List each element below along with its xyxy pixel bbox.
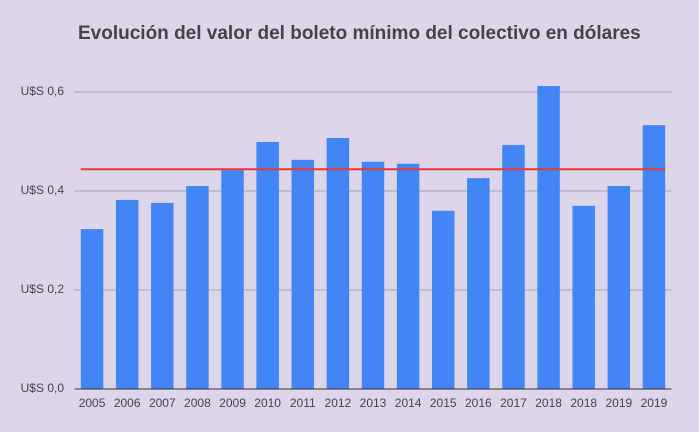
y-tick-label: U$S 0,4 <box>21 183 65 197</box>
x-tick-label: 2014 <box>395 396 422 410</box>
x-tick-label: 2013 <box>360 396 387 410</box>
x-tick-label: 2019 <box>605 396 632 410</box>
bar <box>80 229 104 389</box>
chart-title: Evolución del valor del boleto mínimo de… <box>78 23 641 44</box>
x-tick-label: 2012 <box>325 396 352 410</box>
x-tick-label: 2011 <box>290 396 316 410</box>
bar <box>361 161 385 389</box>
bar <box>502 144 525 389</box>
x-tick-label: 2018 <box>570 396 597 410</box>
bar <box>467 178 490 389</box>
bar <box>642 125 666 389</box>
x-tick-label: 2016 <box>465 396 492 410</box>
bar <box>431 210 455 389</box>
x-tick-label: 2006 <box>114 396 141 410</box>
x-tick-label: 2008 <box>184 396 211 410</box>
bar <box>326 138 350 389</box>
x-tick-label: 2005 <box>79 396 106 410</box>
bar <box>151 202 174 389</box>
x-tick-label: 2010 <box>254 396 281 410</box>
x-tick-label: 2019 <box>641 396 668 410</box>
bar <box>291 159 315 389</box>
bar <box>607 186 631 389</box>
bar <box>221 170 244 389</box>
bar <box>572 205 595 389</box>
x-tick-label: 2015 <box>430 396 457 410</box>
bar <box>256 141 279 389</box>
x-tick-label: 2007 <box>149 396 176 410</box>
x-tick-label: 2017 <box>500 396 527 410</box>
bar <box>115 199 139 389</box>
bar <box>537 86 560 389</box>
y-tick-label: U$S 0,6 <box>21 84 65 98</box>
x-tick-label: 2018 <box>535 396 562 410</box>
bar <box>396 163 420 389</box>
y-tick-label: U$S 0,2 <box>21 282 65 296</box>
bar <box>186 186 209 389</box>
x-tick-label: 2009 <box>219 396 246 410</box>
y-tick-label: U$S 0,0 <box>21 381 65 395</box>
